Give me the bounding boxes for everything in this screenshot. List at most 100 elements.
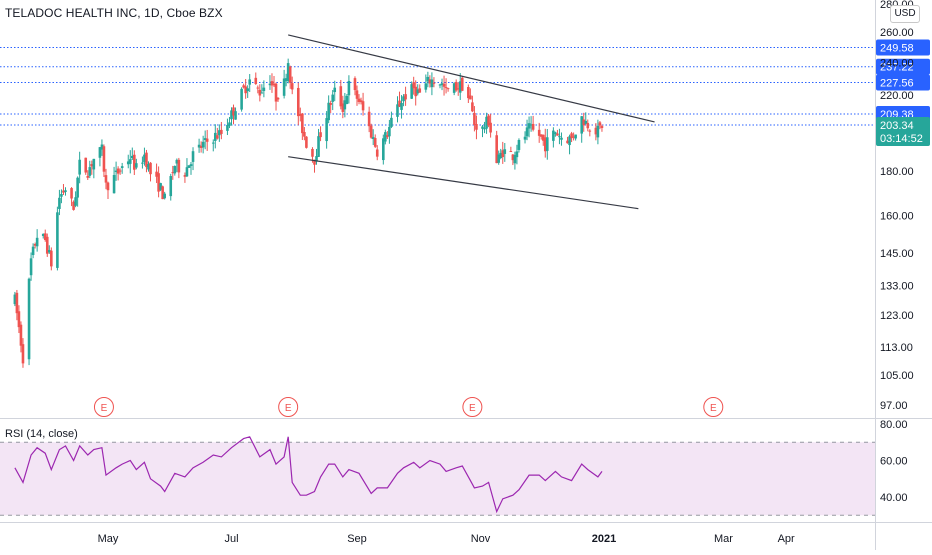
candle-body (173, 165, 177, 174)
rsi-band (0, 442, 875, 516)
price-line-label: 03:14:52 (880, 133, 923, 145)
candle-body (203, 138, 207, 141)
earnings-marker[interactable] (703, 397, 724, 417)
candle-body (412, 82, 415, 89)
candle-body (296, 87, 300, 117)
y-tick-label: 97.00 (880, 400, 908, 412)
candle-body (177, 159, 181, 173)
y-tick-label: 220.00 (880, 90, 914, 102)
candle-body (386, 135, 389, 138)
candle-body (432, 82, 436, 84)
candle-body (232, 107, 235, 116)
earnings-marker-label: E (469, 403, 476, 414)
candle-body (454, 81, 458, 91)
candle-body (244, 86, 247, 94)
candle-body (133, 154, 136, 170)
candle-body (199, 145, 203, 148)
candle-body (319, 132, 322, 138)
candle-body (128, 159, 132, 164)
candle-body (331, 94, 335, 102)
candle-body (35, 237, 39, 247)
candle-body (584, 120, 588, 124)
candle-body (256, 87, 260, 89)
y-tick-label: 160.00 (880, 211, 914, 223)
candle-body (262, 87, 266, 92)
candle-body (367, 111, 371, 127)
y-tick-label: 180.00 (880, 166, 914, 178)
candle-body (106, 182, 110, 191)
earnings-marker[interactable] (278, 397, 299, 417)
candle-body (116, 168, 120, 174)
candle-body (375, 149, 379, 157)
rsi-line (14, 436, 603, 514)
candle-body (163, 193, 166, 199)
candle-body (15, 292, 19, 314)
candle-body (511, 154, 515, 161)
candle-body (315, 156, 318, 162)
rsi-tick-label: 80.00 (880, 419, 908, 431)
candle-body (86, 175, 90, 178)
candle-body (382, 138, 385, 161)
candle-body (290, 83, 294, 90)
candle-body (416, 89, 420, 94)
candle-body (197, 144, 201, 148)
candle-body (396, 104, 399, 117)
candle-body (343, 100, 347, 110)
candle-body (347, 80, 351, 96)
candle-body (92, 158, 96, 170)
candle-body (234, 111, 237, 120)
candle-body (274, 83, 278, 102)
x-tick-label: Sep (347, 533, 367, 545)
candle-body (560, 137, 563, 140)
candle-body (47, 249, 51, 253)
currency-button[interactable]: USD (890, 5, 920, 23)
trendline[interactable] (288, 156, 639, 210)
candle-body (556, 133, 559, 136)
earnings-marker[interactable] (93, 397, 114, 417)
candle-body (586, 122, 590, 129)
candle-body (120, 166, 124, 168)
trendline[interactable] (288, 34, 655, 123)
candle-body (558, 136, 561, 138)
candle-body (545, 137, 549, 151)
candle-body (456, 88, 460, 90)
candle-body (598, 122, 602, 126)
candle-body (523, 136, 527, 140)
earnings-marker[interactable] (462, 397, 483, 417)
x-tick-label: Apr (778, 533, 795, 545)
candle-body (582, 119, 586, 126)
candle-body (21, 344, 25, 364)
candle-body (371, 137, 375, 140)
candle-body (424, 83, 428, 90)
candle-body (72, 201, 75, 210)
x-tick-label: May (98, 533, 119, 545)
candle-body (369, 125, 373, 138)
chart-title: TELADOC HEALTH INC, 1D, Cboe BZX (5, 6, 223, 20)
candle-body (230, 110, 233, 120)
candle-body (17, 311, 21, 328)
candle-body (169, 176, 173, 197)
candle-body (341, 103, 345, 112)
candle-body (303, 131, 306, 137)
candle-body (541, 134, 545, 141)
candle-body (246, 88, 249, 92)
candle-body (543, 137, 547, 152)
candle-body (27, 278, 31, 360)
candle-body (288, 66, 292, 83)
candle-body (398, 100, 401, 107)
candle-body (487, 115, 490, 126)
candle-body (70, 188, 73, 199)
candle-body (485, 116, 488, 129)
candle-body (400, 102, 403, 110)
candle-body (240, 88, 243, 110)
candle-body (286, 63, 290, 82)
price-line-label: 249.58 (880, 43, 914, 55)
candle-body (102, 146, 106, 172)
candle-body (333, 87, 337, 93)
candle-body (216, 135, 219, 139)
candle-body (339, 86, 343, 107)
candle-body (471, 102, 474, 112)
candle-body (276, 97, 280, 100)
